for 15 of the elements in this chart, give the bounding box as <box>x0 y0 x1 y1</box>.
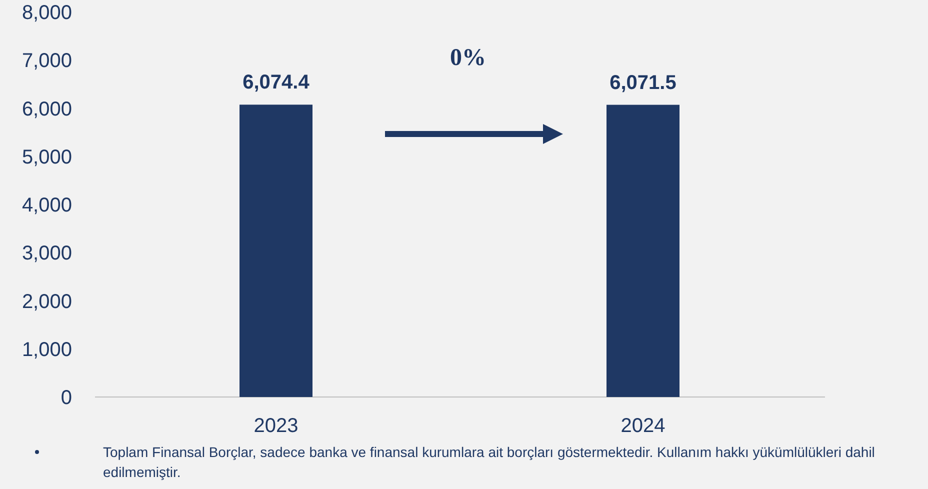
text: Toplam Finansal Borçlar, sadece banka ve finansal kurumlara ait borçları göstermektedir. Kullanım hakkı yükümlülükleri dahil edilmemiştir. <box>103 444 875 480</box>
y-tick-label: 8,000 <box>22 2 72 24</box>
y-tick-label: 0 <box>60 387 72 409</box>
x-tick-label: 2024 <box>620 415 666 437</box>
data-label: 6,071.5 <box>610 72 676 94</box>
x-tick-label: 2023 <box>254 415 298 437</box>
y-tick-label: 3,000 <box>22 242 72 265</box>
y-tick-label: 6,000 <box>22 98 72 120</box>
y-tick-label: 2,000 <box>22 290 72 313</box>
data-label: 6,074.4 <box>242 72 310 94</box>
y-tick-label: 1,000 <box>22 338 72 361</box>
annotation: 0% <box>450 45 486 71</box>
y-tick-label: 5,000 <box>22 146 72 168</box>
y-tick-label: 4,000 <box>22 194 72 216</box>
y-tick-label: 7,000 <box>22 50 72 72</box>
